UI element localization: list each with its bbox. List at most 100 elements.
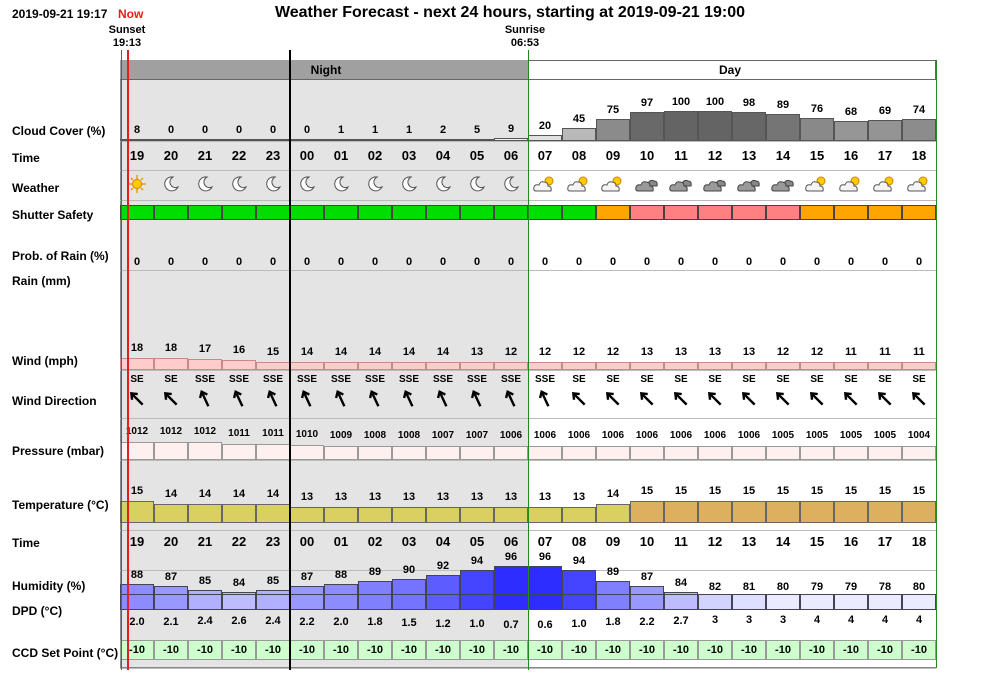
temperature-value: 14 xyxy=(266,488,280,500)
rain-prob-value: 0 xyxy=(881,256,889,268)
pressure-value: 1006 xyxy=(737,430,761,441)
wind-arrow-icon xyxy=(188,390,222,408)
sunset-time: 19:13 xyxy=(112,37,142,49)
page-title: Weather Forecast - next 24 hours, starti… xyxy=(274,4,746,21)
temperature-value: 14 xyxy=(164,488,178,500)
wind-direction-label: SSE xyxy=(500,374,521,385)
temperature-bar xyxy=(256,504,290,523)
ccd-set-point-value: -10 xyxy=(809,644,825,656)
wind-speed-bar xyxy=(460,362,494,370)
wind-speed-bar xyxy=(324,362,358,370)
pressure-bar xyxy=(732,446,766,460)
pressure-bar xyxy=(290,445,324,460)
pressure-bar xyxy=(664,446,698,460)
temperature-bar xyxy=(596,504,630,523)
wind-speed-bar xyxy=(494,362,528,370)
rain-prob-value: 0 xyxy=(847,256,855,268)
cloud-cover-bar xyxy=(154,139,188,141)
dpd-value: 3 xyxy=(779,614,787,626)
cloud-cover-value: 0 xyxy=(269,124,277,136)
shutter-safety-cell xyxy=(358,205,392,220)
time-cell-2: 22 xyxy=(231,534,247,549)
time-cell: 19 xyxy=(129,148,145,163)
shutter-safety-cell xyxy=(834,205,868,220)
shutter-safety-cell xyxy=(460,205,494,220)
shutter-safety-cell xyxy=(392,205,426,220)
pressure-bar xyxy=(528,446,562,460)
wind-speed-value: 11 xyxy=(913,346,925,358)
ccd-cell xyxy=(834,640,868,660)
pressure-bar xyxy=(120,442,154,460)
pressure-value: 1006 xyxy=(669,430,693,441)
time-cell: 08 xyxy=(571,148,587,163)
label-dpd: DPD (°C) xyxy=(12,604,63,618)
time-cell: 00 xyxy=(299,148,315,163)
dpd-bar xyxy=(188,594,222,610)
rain-prob-value: 0 xyxy=(507,256,515,268)
dpd-bar xyxy=(732,594,766,610)
label-pressure: Pressure (mbar) xyxy=(12,444,105,458)
ccd-cell xyxy=(596,640,630,660)
cloud-cover-value: 89 xyxy=(776,99,790,112)
label-time-2: Time xyxy=(12,536,40,550)
rain-prob-value: 0 xyxy=(643,256,651,268)
partly-cloudy-icon xyxy=(528,175,562,193)
humidity-value: 89 xyxy=(606,566,620,579)
temperature-value: 13 xyxy=(436,491,450,503)
temperature-value: 14 xyxy=(606,488,620,500)
shutter-safety-cell xyxy=(664,205,698,220)
dpd-bar xyxy=(358,594,392,610)
shutter-safety-cell xyxy=(120,205,154,220)
temperature-value: 15 xyxy=(844,485,858,497)
dpd-value: 1.8 xyxy=(605,616,621,629)
temperature-bar xyxy=(222,504,256,523)
time-cell: 21 xyxy=(197,148,213,163)
rain-prob-value: 0 xyxy=(303,256,311,268)
wind-arrow-icon xyxy=(222,390,256,408)
label-rain-probability: Prob. of Rain (%) xyxy=(12,249,109,263)
rain-prob-value: 0 xyxy=(405,256,413,268)
humidity-value: 85 xyxy=(198,575,212,588)
pressure-value: 1004 xyxy=(907,430,931,441)
pressure-value: 1006 xyxy=(635,430,659,441)
ccd-set-point-value: -10 xyxy=(605,644,621,656)
moon-icon xyxy=(222,175,256,193)
dpd-value: 1.2 xyxy=(435,617,451,630)
dpd-bar xyxy=(868,594,902,610)
sunrise-time: 06:53 xyxy=(510,37,540,49)
ccd-set-point-value: -10 xyxy=(231,644,247,656)
ccd-cell xyxy=(766,640,800,660)
wind-arrow-icon xyxy=(902,390,936,408)
dpd-value: 1.5 xyxy=(401,617,417,629)
wind-direction-label: SSE xyxy=(194,374,215,385)
pressure-bar xyxy=(834,446,868,460)
moon-icon xyxy=(154,175,188,193)
label-humidity: Humidity (%) xyxy=(12,579,86,593)
shutter-safety-cell xyxy=(154,205,188,220)
rain-prob-value: 0 xyxy=(711,256,719,268)
wind-direction-label: SE xyxy=(708,374,722,385)
time-cell: 11 xyxy=(674,148,688,163)
time-cell: 13 xyxy=(741,148,757,163)
dpd-value: 1.0 xyxy=(469,618,485,630)
wind-arrow-icon xyxy=(800,390,834,408)
dpd-value: 2.2 xyxy=(299,615,315,628)
temperature-bar xyxy=(426,507,460,523)
pressure-value: 1006 xyxy=(499,430,523,441)
cloudy-icon xyxy=(732,175,766,193)
wind-speed-value: 14 xyxy=(368,346,382,358)
rain-prob-value: 0 xyxy=(813,256,821,268)
ccd-set-point-value: -10 xyxy=(673,644,689,656)
temperature-bar xyxy=(562,507,596,523)
dpd-bar xyxy=(324,594,358,610)
wind-speed-bar xyxy=(188,359,222,370)
dpd-value: 1.8 xyxy=(367,616,383,629)
time-cell-2: 20 xyxy=(163,534,179,549)
shutter-safety-cell xyxy=(494,205,528,220)
pressure-bar xyxy=(630,446,664,460)
time-cell: 18 xyxy=(911,148,927,163)
wind-speed-bar xyxy=(562,362,596,370)
dpd-bar xyxy=(596,594,630,610)
time-cell: 02 xyxy=(367,148,383,163)
